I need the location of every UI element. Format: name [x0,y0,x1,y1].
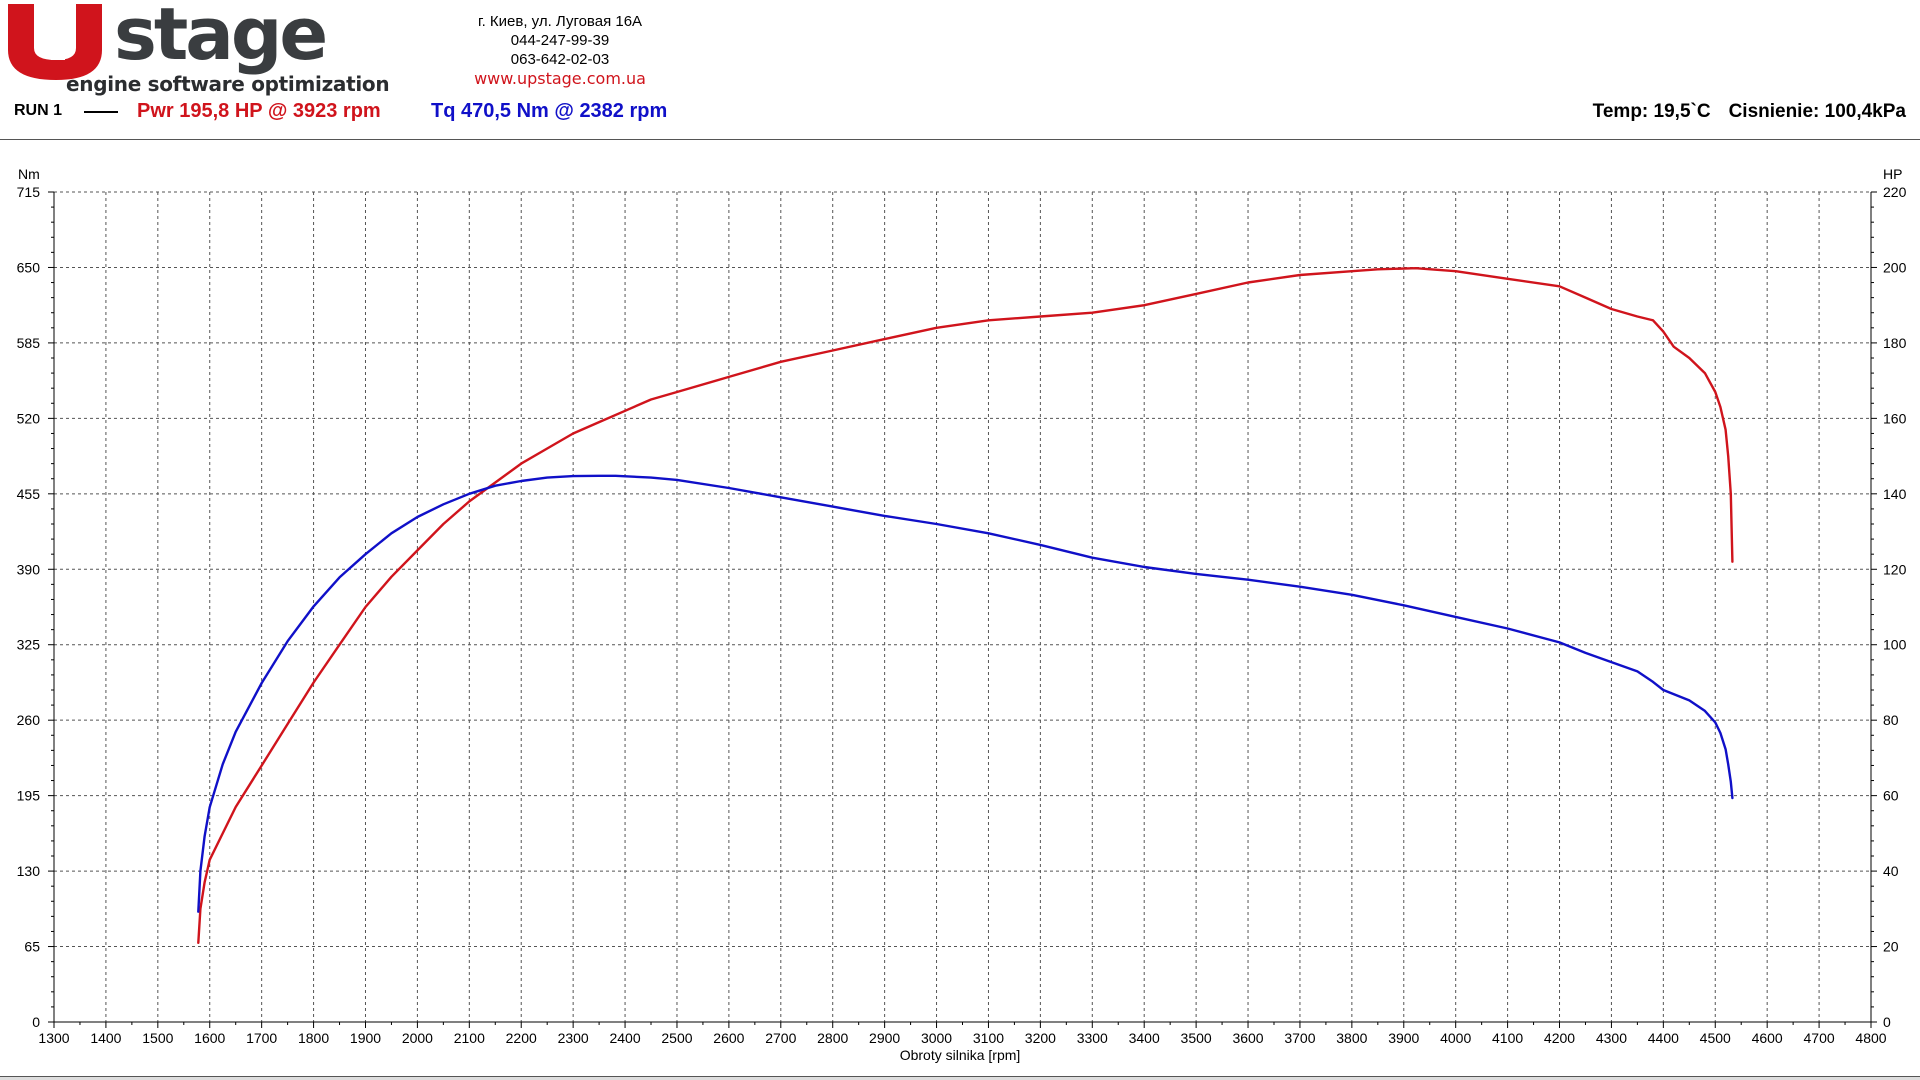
x-tick-label: 2100 [454,1030,485,1046]
x-tick-label: 2000 [402,1030,433,1046]
y-right-tick-label: 120 [1883,561,1907,577]
x-tick-label: 1500 [142,1030,173,1046]
logo-wordmark: stage [114,0,328,76]
y-left-tick-label: 390 [17,561,41,577]
x-tick-label: 3100 [973,1030,1004,1046]
run-label: RUN 1 [14,102,63,119]
x-tick-label: 2500 [661,1030,692,1046]
run-line-swatch [84,111,118,113]
upstage-u-arrow-logo-icon [8,4,102,80]
y-right-tick-label: 100 [1883,637,1907,653]
x-tick-label: 2800 [817,1030,848,1046]
y-left-tick-label: 520 [17,410,41,426]
x-tick-label: 4400 [1648,1030,1679,1046]
y-right-axis-label: HP [1883,166,1902,182]
y-left-tick-label: 325 [17,637,41,653]
y-right-tick-label: 180 [1883,335,1907,351]
ambient-conditions: Temp: 19,5`C Cisnienie: 100,4kPa [1593,101,1906,123]
series-lines [197,267,1734,944]
x-tick-label: 1800 [298,1030,329,1046]
y-right-tick-label: 40 [1883,863,1899,879]
x-tick-label: 2400 [609,1030,640,1046]
x-axis-label: Obroty silnika [rpm] [900,1047,1021,1063]
y-right-tick-label: 220 [1883,184,1907,200]
y-right-tick-label: 200 [1883,259,1907,275]
x-tick-label: 4700 [1804,1030,1835,1046]
power-curve [197,267,1734,944]
x-tick-label: 4800 [1855,1030,1886,1046]
x-tick-label: 1900 [350,1030,381,1046]
address-text: г. Киев, ул. Луговая 16А [477,13,643,30]
y-right-tick-label: 20 [1883,939,1899,955]
x-tick-label: 4100 [1492,1030,1523,1046]
y-right-tick-label: 80 [1883,712,1899,728]
x-tick-label: 2200 [506,1030,537,1046]
x-tick-label: 4600 [1752,1030,1783,1046]
x-tick-label: 3200 [1025,1030,1056,1046]
axes: 1300 1400 1500 1600 1700 1800 1900 2000 2100 2200… [17,184,1907,1046]
torque-curve [197,474,1734,913]
x-tick-label: 3300 [1077,1030,1108,1046]
power-summary: Pwr 195,8 HP @ 3923 rpm [137,100,381,122]
y-right-tick-label: 60 [1883,788,1899,804]
x-tick-label: 1700 [246,1030,277,1046]
x-tick-label: 2300 [558,1030,589,1046]
x-tick-label: 2600 [713,1030,744,1046]
phone-1-text: 044-247-99-39 [510,32,610,49]
y-left-tick-label: 260 [17,712,41,728]
x-tick-label: 4200 [1544,1030,1575,1046]
y-right-tick-label: 160 [1883,410,1907,426]
phone-2-text: 063-642-02-03 [510,51,610,68]
pressure-readout: Cisnienie: 100,4kPa [1728,101,1906,122]
y-right-tick-label: 140 [1883,486,1907,502]
x-tick-label: 3900 [1388,1030,1419,1046]
y-right-tick-label: 0 [1883,1014,1891,1030]
temperature-readout: Temp: 19,5`C [1592,101,1711,122]
x-tick-label: 1300 [38,1030,69,1046]
contact-block: г. Киев, ул. Луговая 16А 044-247-99-39 0… [440,12,680,88]
chart-header: stage engine software optimization г. Ки… [0,0,1920,138]
logo-tagline: engine software optimization [66,72,390,96]
x-tick-label: 3600 [1232,1030,1263,1046]
y-left-tick-label: 650 [17,259,41,275]
x-tick-label: 2900 [869,1030,900,1046]
dyno-chart: 1300 1400 1500 1600 1700 1800 1900 2000 2100 2200… [17,166,1907,1063]
y-left-tick-label: 65 [24,939,40,955]
y-left-axis-label: Nm [18,166,40,182]
x-tick-label: 3400 [1129,1030,1160,1046]
x-tick-label: 2700 [765,1030,796,1046]
x-tick-label: 4300 [1596,1030,1627,1046]
x-tick-label: 1400 [90,1030,121,1046]
grid-lines [54,191,1872,1022]
y-left-tick-label: 0 [32,1014,40,1030]
dyno-chart-frame: 1300 1400 1500 1600 1700 1800 1900 2000 2100 2200… [0,139,1920,1077]
y-left-tick-label: 715 [17,184,41,200]
torque-summary: Tq 470,5 Nm @ 2382 rpm [431,100,668,122]
y-left-tick-label: 585 [17,335,41,351]
x-tick-label: 1600 [194,1030,225,1046]
y-left-tick-label: 455 [17,486,41,502]
y-left-tick-label: 130 [17,863,41,879]
website-link[interactable]: www.upstage.com.ua [474,69,646,88]
bottom-rule [0,1077,1920,1080]
y-left-tick-label: 195 [17,788,41,804]
x-tick-label: 4500 [1700,1030,1731,1046]
x-tick-label: 4000 [1440,1030,1471,1046]
x-tick-label: 3000 [921,1030,952,1046]
upstage-logo: stage engine software optimization [6,0,406,96]
x-tick-label: 3700 [1284,1030,1315,1046]
x-tick-label: 3500 [1181,1030,1212,1046]
x-tick-label: 3800 [1336,1030,1367,1046]
